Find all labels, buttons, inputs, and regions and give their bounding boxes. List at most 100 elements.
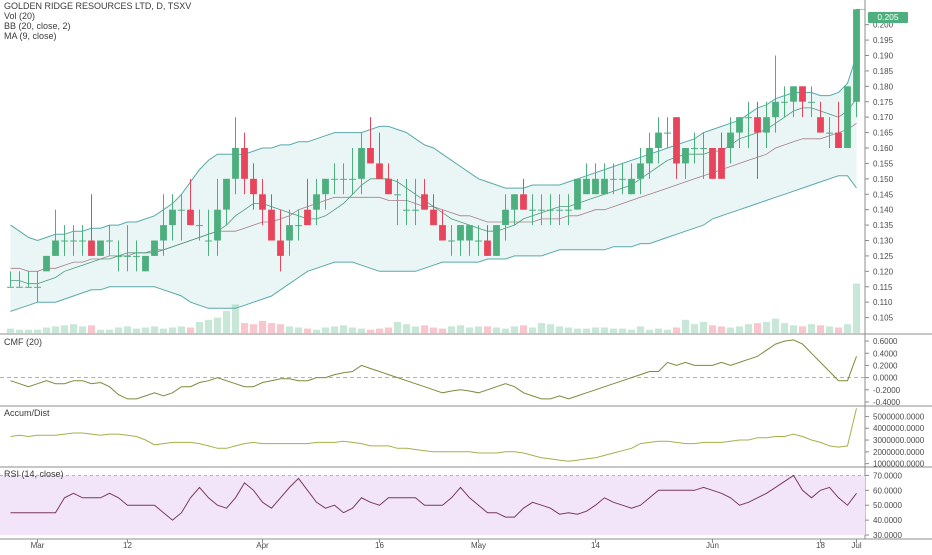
candle-body [34, 286, 41, 288]
volume-bar [465, 327, 474, 333]
volume-bar [159, 328, 168, 333]
candle-body [736, 117, 743, 133]
candle-body [448, 240, 455, 242]
candle-body [115, 255, 122, 257]
bb-fill [10, 55, 857, 312]
volume-bar [6, 328, 15, 333]
volume-bar [141, 327, 150, 333]
candle-body [169, 209, 176, 226]
rsi-axis-label: 30.0000 [873, 531, 902, 540]
volume-bar [555, 326, 564, 333]
ma-indicator-label[interactable]: MA (9, close) [4, 31, 57, 41]
volume-bar [222, 311, 231, 333]
volume-bar [375, 328, 384, 333]
candle-body [205, 240, 212, 242]
candle-body [457, 225, 464, 241]
volume-bar [627, 329, 636, 333]
symbol-title[interactable]: GOLDEN RIDGE RESOURCES LTD, D, TSXV [4, 1, 192, 11]
volume-bar [591, 327, 600, 333]
candle-body [763, 117, 770, 133]
volume-bar [87, 325, 96, 333]
ad-indicator-label[interactable]: Accum/Dist [4, 408, 50, 418]
volume-bar [150, 326, 159, 333]
price-axis-label: 0.115 [873, 283, 893, 292]
volume-bar [402, 324, 411, 333]
candle-body [160, 225, 167, 241]
volume-bar [114, 327, 123, 333]
volume-bar [645, 329, 654, 333]
rsi-axis-label: 70.0000 [873, 471, 902, 480]
candle-body [70, 240, 77, 242]
volume-bar [519, 325, 528, 333]
time-axis-label: May [471, 541, 486, 550]
cmf-line [10, 339, 857, 400]
price-axis-label: 0.110 [873, 298, 893, 307]
volume-bar [78, 326, 87, 333]
candle-body [826, 132, 833, 134]
volume-bar [510, 326, 519, 333]
time-axis-label: 18 [816, 541, 825, 550]
candle-body [358, 148, 365, 179]
cmf-axis-label: -0.4000 [873, 398, 901, 407]
candle-body [592, 178, 599, 195]
bb-lower-line [10, 175, 857, 312]
candle-body [97, 240, 104, 256]
time-axis-label: Mar [31, 541, 45, 550]
candle-body [349, 178, 356, 180]
price-axis-label: 0.150 [873, 175, 894, 184]
volume-bar [366, 329, 375, 333]
volume-indicator-label[interactable]: Vol (20) [4, 11, 36, 21]
cmf-indicator-label[interactable]: CMF (20) [4, 337, 42, 347]
last-price-badge: 0.205 [868, 12, 908, 23]
candle-body [817, 117, 824, 133]
candle-body [727, 132, 734, 148]
price-axis-label: 0.130 [873, 237, 894, 246]
candle-body [259, 194, 266, 210]
candle-body [718, 148, 725, 179]
volume-bar [546, 324, 555, 333]
volume-bar [609, 328, 618, 333]
candle-body [520, 194, 527, 210]
candle-body [772, 101, 779, 118]
volume-bar [294, 327, 303, 333]
volume-bar [834, 327, 843, 333]
price-axis-label: 0.180 [873, 82, 894, 91]
price-axis-label: 0.185 [873, 67, 894, 76]
volume-bar [348, 327, 357, 333]
candle-body [844, 86, 851, 148]
candle-body [304, 209, 311, 226]
volume-bar [60, 325, 69, 333]
candle-body [61, 240, 68, 242]
candle-body [700, 148, 707, 149]
volume-bar [204, 319, 213, 333]
candle-body [214, 209, 221, 241]
bollinger-indicator-label[interactable]: BB (20, close, 2) [4, 21, 71, 31]
volume-bar [447, 326, 456, 333]
rsi-line [10, 474, 857, 521]
ad-pane-legend: Accum/Dist [4, 408, 50, 418]
volume-bar [321, 327, 330, 333]
volume-bar [699, 322, 708, 333]
time-axis-label: 16 [375, 541, 384, 550]
candle-body [106, 240, 113, 242]
candle-body [430, 209, 437, 226]
candle-body [16, 286, 23, 288]
candle-body [340, 178, 347, 180]
volume-bar [258, 320, 267, 333]
price-axis-label: 0.175 [873, 98, 894, 107]
cmf-axis-label: 0.2000 [873, 361, 898, 370]
rsi-indicator-label[interactable]: RSI (14, close) [4, 469, 64, 479]
volume-bar [600, 327, 609, 333]
candle-body [7, 286, 14, 288]
candle-body [664, 132, 671, 134]
volume-bar [249, 324, 258, 333]
candle-body [556, 209, 563, 211]
candle-body [754, 117, 761, 133]
candle-body [421, 194, 428, 210]
candle-body [619, 178, 626, 180]
volume-bar [231, 304, 240, 333]
candle-body [502, 209, 509, 226]
volume-bar [843, 324, 852, 333]
